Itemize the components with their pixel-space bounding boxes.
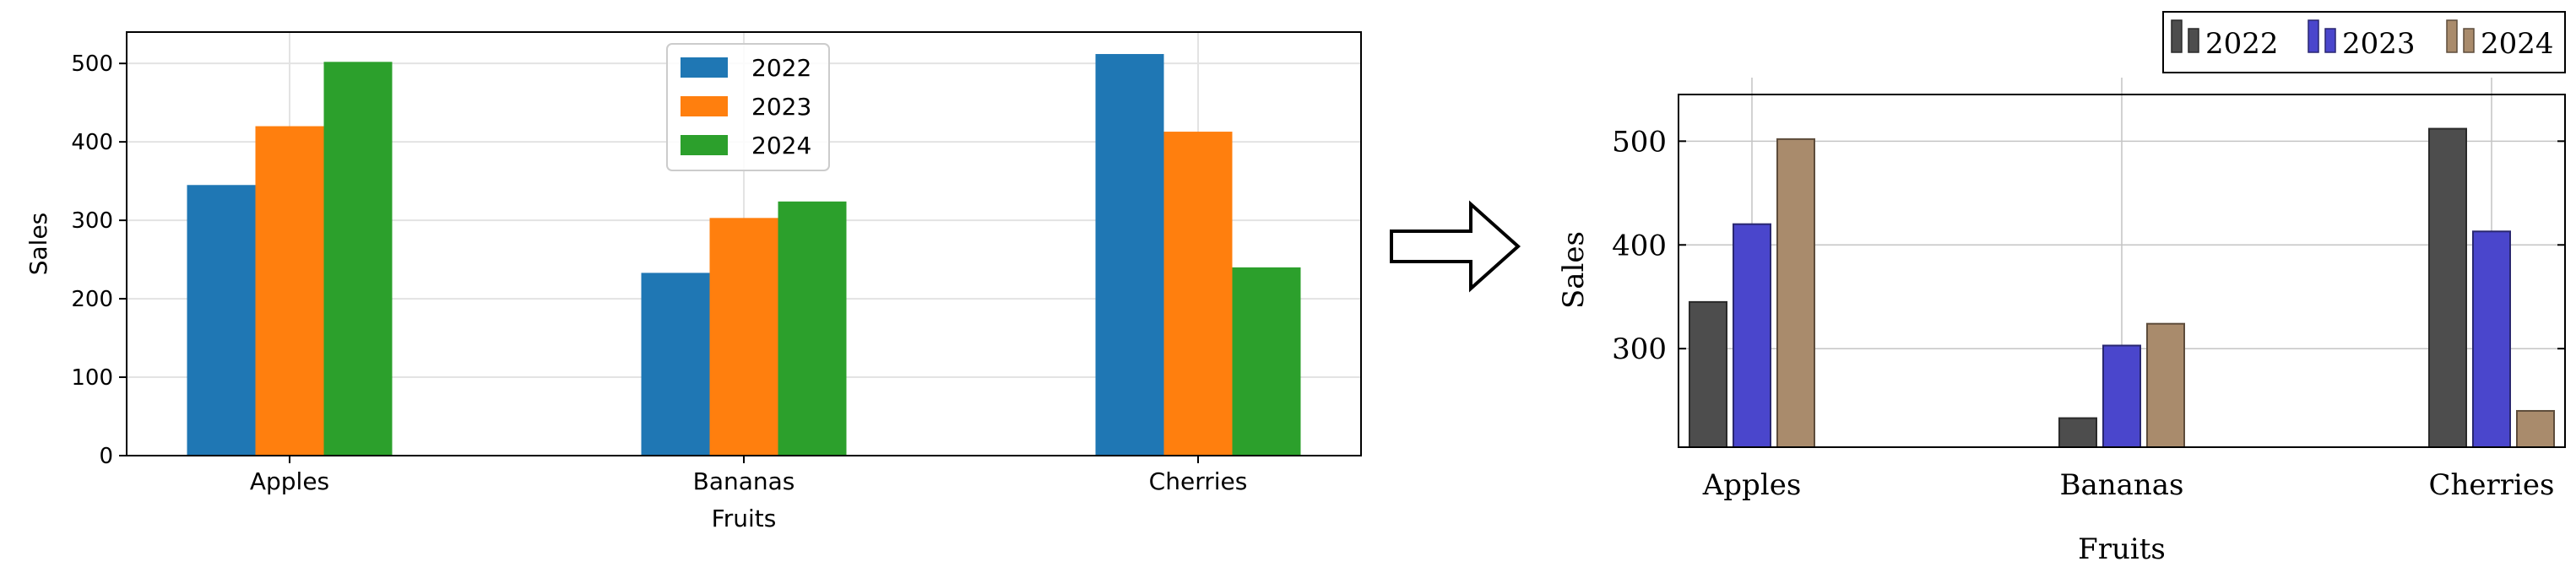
left-bar-2023-apples — [255, 126, 324, 456]
left-y-ticks: 0 100 200 300 400 500 — [71, 51, 127, 469]
left-y-tick-label: 400 — [71, 130, 113, 155]
right-legend-swatch — [2171, 19, 2183, 53]
right-x-tick-label: Apples — [1702, 468, 1802, 502]
left-legend: 2022 2023 2024 — [666, 43, 830, 171]
left-bar-2024-bananas — [778, 201, 847, 456]
right-legend-frame — [2162, 11, 2566, 73]
left-y-tick-label: 500 — [71, 51, 113, 77]
right-bar-2024-bananas — [2146, 322, 2185, 449]
left-legend-swatch — [681, 57, 728, 78]
left-y-tick-label: 300 — [71, 208, 113, 234]
left-bar-2023-bananas — [709, 218, 778, 456]
right-y-ticks: 300 400 500 — [1612, 125, 2565, 366]
right-legend-swatch — [2188, 28, 2199, 53]
left-legend-label: 2022 — [751, 54, 811, 82]
right-bar-2022-cherries — [2428, 127, 2467, 448]
right-x-tick-label: Bananas — [2059, 468, 2183, 502]
left-y-tick-label: 0 — [99, 444, 113, 469]
right-legend-swatch — [2308, 19, 2319, 53]
left-legend-label: 2024 — [751, 132, 811, 159]
left-bar-2022-cherries — [1095, 54, 1164, 456]
left-y-tick-label: 100 — [71, 365, 113, 391]
right-legend-label: 2024 — [2481, 27, 2554, 61]
right-bar-2024-cherries — [2516, 409, 2555, 448]
right-y-tick-label: 300 — [1612, 332, 1667, 366]
right-legend-label: 2022 — [2205, 27, 2279, 61]
left-x-ticks: Apples Bananas Cherries — [250, 456, 1247, 495]
right-bars — [1689, 127, 2555, 449]
right-legend-label: 2023 — [2342, 27, 2416, 61]
right-bar-2022-bananas — [2058, 417, 2097, 449]
right-arrow-icon — [1390, 200, 1521, 293]
left-y-axis-label: Sales — [24, 213, 52, 276]
left-bar-2023-cherries — [1163, 132, 1233, 456]
right-y-axis-label: Sales — [1557, 231, 1591, 309]
left-x-axis-label: Fruits — [712, 505, 777, 532]
right-y-tick-label: 400 — [1612, 229, 1667, 262]
right-y-tick-label: 500 — [1612, 125, 1667, 159]
right-x-ticks: Apples Bananas Cherries — [1702, 468, 2555, 502]
left-y-tick-label: 200 — [71, 287, 113, 312]
right-legend-swatch — [2324, 28, 2336, 53]
right-x-axis-label: Fruits — [2078, 532, 2166, 566]
right-bar-2023-cherries — [2472, 230, 2511, 448]
left-x-tick-label: Apples — [250, 467, 329, 495]
right-x-tick-label: Cherries — [2429, 468, 2555, 502]
left-legend-label: 2023 — [751, 93, 811, 121]
chart-pgfplots: 300 400 500 Apples Bananas Cherries Fruits S… — [1557, 11, 2566, 566]
right-legend: 2022 2023 2024 — [2162, 11, 2566, 73]
left-bar-2024-apples — [323, 62, 393, 456]
left-x-tick-label: Bananas — [693, 467, 795, 495]
left-x-tick-label: Cherries — [1149, 467, 1248, 495]
left-bar-2024-cherries — [1232, 267, 1301, 456]
right-legend-swatch — [2446, 19, 2458, 53]
right-gridlines — [1678, 78, 2565, 447]
left-bar-2022-bananas — [641, 273, 710, 456]
left-bars — [187, 54, 1301, 456]
right-bar-2023-apples — [1733, 223, 1771, 448]
right-plot-frame — [1678, 94, 2566, 448]
right-legend-swatch — [2463, 28, 2475, 53]
left-bar-2022-apples — [187, 185, 256, 456]
chart-matplotlib: 0 100 200 300 400 500 Apples Bananas Cherries F… — [24, 31, 1362, 532]
right-bar-2024-apples — [1776, 138, 1815, 448]
left-legend-swatch — [681, 135, 728, 155]
right-bar-2023-bananas — [2102, 344, 2141, 448]
right-bar-2022-apples — [1689, 300, 1727, 448]
left-legend-swatch — [681, 96, 728, 116]
